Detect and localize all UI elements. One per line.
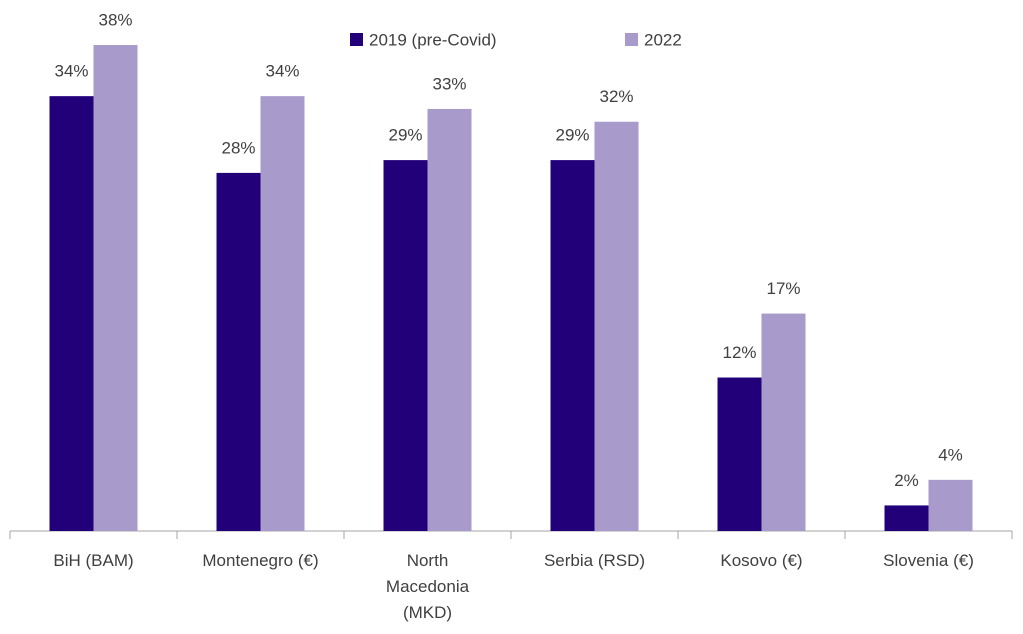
x-tick-label: Kosovo (€) <box>720 551 803 570</box>
bar <box>761 313 806 531</box>
bar <box>594 121 639 531</box>
x-tick-label: BiH (BAM) <box>53 551 134 570</box>
data-label: 34% <box>54 62 88 81</box>
bar <box>260 96 305 531</box>
x-tick-label: North Macedonia (MKD) <box>385 551 470 622</box>
legend-label: 2022 <box>644 30 682 49</box>
data-label: 12% <box>722 343 756 362</box>
x-tick-label: Serbia (RSD) <box>543 551 646 570</box>
data-label: 4% <box>938 445 963 464</box>
bar <box>427 108 472 532</box>
bar <box>383 160 428 531</box>
bar <box>93 45 138 531</box>
legend-swatch <box>625 33 638 46</box>
data-label: 2% <box>894 471 919 490</box>
data-label: 17% <box>766 279 800 298</box>
data-label: 28% <box>221 138 255 157</box>
data-label: 29% <box>555 126 589 145</box>
data-label: 29% <box>388 126 422 145</box>
bar <box>49 96 94 531</box>
data-label: 33% <box>432 74 466 93</box>
bar <box>928 479 973 531</box>
data-label: 32% <box>599 87 633 106</box>
bar <box>884 505 929 531</box>
bar <box>216 172 261 532</box>
legend-label: 2019 (pre-Covid) <box>369 30 497 49</box>
x-tick-label: Montenegro (€) <box>202 551 319 570</box>
bar <box>717 377 762 531</box>
data-label: 34% <box>265 62 299 81</box>
x-tick-label: Slovenia (€) <box>883 551 974 570</box>
data-label: 38% <box>98 10 132 29</box>
legend-swatch <box>350 33 363 46</box>
bar <box>550 160 595 531</box>
